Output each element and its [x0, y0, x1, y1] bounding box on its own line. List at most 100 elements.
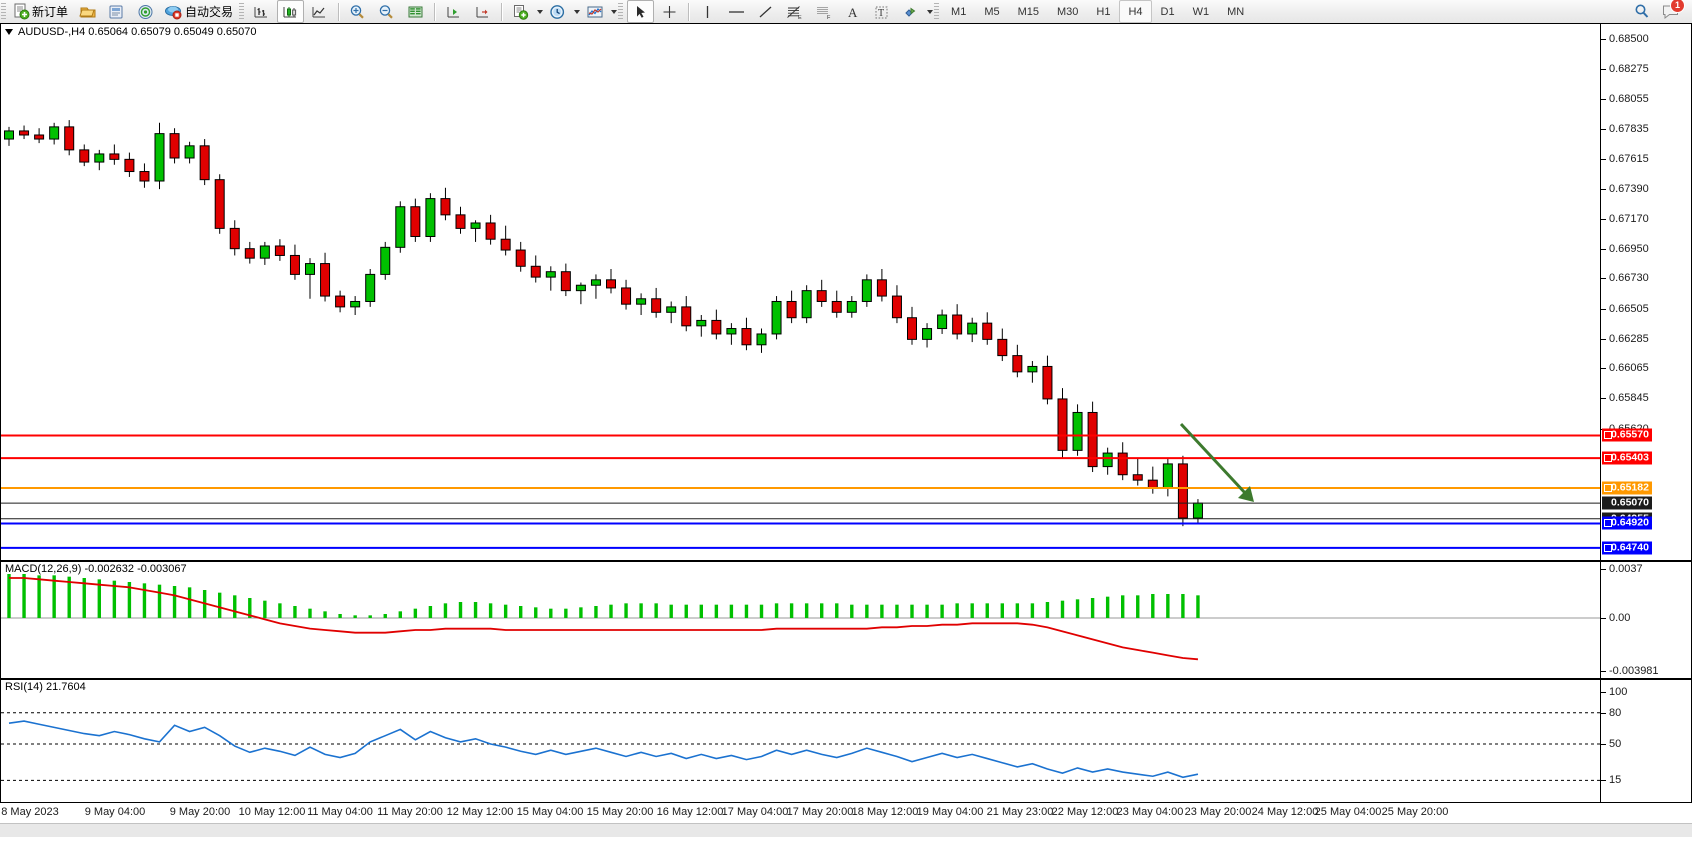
line-chart-button[interactable]	[306, 0, 333, 23]
vertical-line-button[interactable]	[694, 0, 721, 23]
price-axis[interactable]: 0.68500 0.68275 0.68055 0.67835 0.67615 0.673…	[1600, 24, 1691, 560]
periods-dropdown-arrow[interactable]	[574, 9, 581, 14]
signal-icon	[138, 4, 153, 19]
shapes-icon	[905, 7, 916, 17]
chart-shift-button[interactable]	[469, 0, 496, 23]
rsi-axis-label: 100	[1609, 686, 1628, 698]
rsi-pane[interactable]: RSI(14) 21.7604 100 80 50 15	[0, 679, 1692, 803]
zoom-in-icon	[350, 4, 364, 19]
scroll-to-end-button[interactable]	[440, 0, 467, 23]
news-button[interactable]	[103, 0, 130, 23]
macd-svg	[1, 574, 1600, 661]
shapes-button[interactable]	[897, 0, 924, 23]
indicators-dropdown-arrow[interactable]	[611, 9, 618, 14]
toolbar-grip-2[interactable]	[239, 2, 245, 21]
level-0-65403-tag[interactable]: 0.65403	[1602, 451, 1652, 465]
timeframe-m5[interactable]: M5	[984, 5, 1000, 18]
price-axis-tick	[1601, 308, 1606, 310]
fibonacci-button[interactable]: E	[781, 0, 808, 23]
time-axis-label: 8 May 2023	[1, 806, 59, 818]
zoom-in-button[interactable]	[344, 0, 371, 23]
scroll-to-end-icon	[447, 6, 460, 17]
rsi-axis-tick	[1601, 744, 1606, 745]
timeframe-m1[interactable]: M1	[951, 5, 967, 18]
text-label-icon: T	[875, 6, 888, 19]
price-axis-label: 0.66505	[1609, 302, 1649, 315]
price-axis-tick	[1601, 158, 1606, 160]
time-axis-label: 12 May 12:00	[446, 806, 514, 818]
timeframe-d1[interactable]: D1	[1160, 5, 1175, 18]
chart-shift-icon	[476, 6, 489, 17]
price-axis-tick	[1601, 189, 1606, 191]
macd-header: MACD(12,26,9) -0.002632 -0.003067	[5, 563, 187, 575]
price-overlay-svg	[1, 422, 1600, 549]
new-order-button[interactable]: 新订单	[10, 0, 72, 23]
chart-menu-triangle-icon[interactable]	[5, 29, 13, 35]
price-axis-label: 0.67170	[1609, 212, 1649, 225]
macd-pane[interactable]: MACD(12,26,9) -0.002632 -0.003067 0.0037…	[0, 561, 1692, 679]
level-0-64920-handle[interactable]	[1604, 519, 1612, 528]
crosshair-button[interactable]	[656, 0, 683, 23]
zoom-out-button[interactable]	[373, 0, 400, 23]
rsi-axis-tick	[1601, 780, 1606, 782]
macd-axis: 0.0037 0.00 -0.003981	[1600, 562, 1691, 678]
periods-clock-icon	[550, 4, 565, 19]
rsi-axis-label: 50	[1609, 738, 1622, 750]
toolbar-grip-4[interactable]	[934, 2, 940, 21]
indicators-button[interactable]	[581, 0, 608, 23]
macd-plot[interactable]	[1, 562, 1600, 678]
fibonacci-grid-button[interactable]: F	[810, 0, 837, 23]
candlestick-button[interactable]	[277, 0, 305, 23]
timeframe-m30[interactable]: M30	[1057, 5, 1079, 18]
templates-dropdown-arrow[interactable]	[537, 9, 544, 14]
bar-chart-button[interactable]	[248, 0, 275, 23]
price-plot[interactable]	[1, 24, 1600, 560]
data-window-button[interactable]	[402, 0, 429, 23]
chat-button[interactable]: 1	[1657, 0, 1685, 23]
line-chart-icon	[312, 6, 326, 17]
trendline-button[interactable]	[752, 0, 779, 23]
timeframe-w1[interactable]: W1	[1192, 5, 1210, 18]
level-0-65403-handle[interactable]	[1604, 454, 1612, 463]
timeframe-h4[interactable]: H4	[1119, 0, 1152, 23]
rsi-axis-label: 80	[1609, 706, 1622, 719]
folder-icon	[78, 7, 96, 17]
cursor-icon	[637, 5, 646, 18]
templates-button[interactable]	[507, 0, 534, 23]
periods-button[interactable]	[544, 0, 571, 23]
price-axis-tick	[1601, 218, 1606, 220]
text-button[interactable]: A	[839, 0, 866, 23]
time-axis-label: 18 May 12:00	[851, 806, 919, 818]
timeframe-h1[interactable]: H1	[1096, 5, 1111, 18]
time-axis-label: 10 May 12:00	[238, 806, 306, 818]
price-pane[interactable]: AUDUSD-,H4 0.65064 0.65079 0.65049 0.650…	[0, 23, 1692, 561]
timeframe-mn[interactable]: MN	[1227, 5, 1245, 18]
cursor-button[interactable]	[627, 0, 655, 23]
toolbar-separator-4	[688, 2, 690, 21]
level-0-64920-tag[interactable]: 0.64920	[1602, 516, 1652, 530]
price-axis-label: 0.66285	[1609, 332, 1649, 345]
status-bar	[0, 823, 1692, 837]
level-0-65570-tag[interactable]: 0.65570	[1602, 428, 1652, 442]
time-axis-label: 16 May 12:00	[656, 806, 724, 818]
folder-button[interactable]	[74, 0, 101, 23]
level-0-65182-tag[interactable]: 0.65182	[1602, 481, 1652, 495]
level-current-price-tag[interactable]: 0.65070	[1602, 496, 1652, 510]
rsi-plot[interactable]	[1, 680, 1600, 802]
level-0-65570-handle[interactable]	[1604, 431, 1612, 440]
horizontal-line-button[interactable]	[723, 0, 750, 23]
shapes-dropdown-arrow[interactable]	[927, 9, 934, 14]
time-axis-label: 22 May 12:00	[1051, 806, 1119, 818]
level-0-64740-tag[interactable]: 0.64740	[1602, 541, 1652, 555]
toolbar-grip-3[interactable]	[618, 2, 624, 21]
autotrade-button[interactable]: 自动交易	[161, 0, 237, 23]
timeframe-m15[interactable]: M15	[1017, 5, 1039, 18]
chart-area[interactable]: AUDUSD-,H4 0.65064 0.65079 0.65049 0.650…	[0, 23, 1692, 861]
text-label-button[interactable]: T	[868, 0, 895, 23]
search-button[interactable]	[1628, 0, 1655, 23]
signal-button[interactable]	[132, 0, 159, 23]
level-0-65182-handle[interactable]	[1604, 483, 1612, 492]
toolbar-grip[interactable]	[1, 2, 6, 21]
time-axis-label: 23 May 04:00	[1116, 806, 1184, 818]
level-0-64740-handle[interactable]	[1604, 543, 1612, 552]
